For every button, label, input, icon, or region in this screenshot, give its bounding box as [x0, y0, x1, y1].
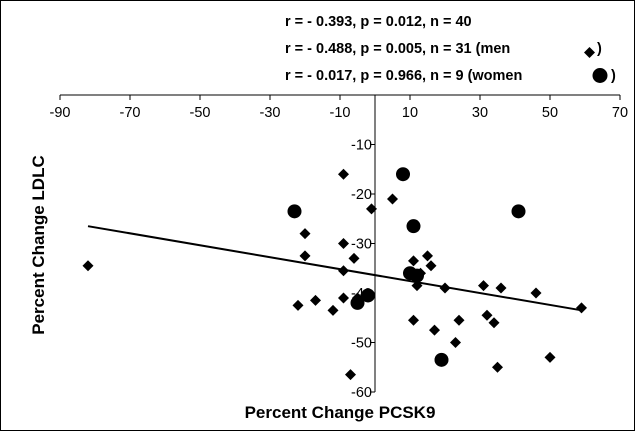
- men-point: [481, 309, 493, 321]
- men-point: [425, 260, 437, 272]
- regression-line: [87, 225, 582, 312]
- y-axis-title: Percent Change LDLC: [29, 155, 48, 334]
- men-point: [576, 302, 587, 314]
- x-axis-title: Percent Change PCSK9: [245, 403, 436, 422]
- stat-line-men: r = - 0.488, p = 0.005, n = 31 (men: [285, 41, 510, 57]
- y-tick-label: -10: [351, 138, 372, 154]
- women-point: [287, 204, 302, 219]
- men-point: [453, 314, 465, 326]
- men-point: [544, 351, 556, 363]
- men-point: [299, 228, 311, 240]
- men-point: [411, 280, 423, 292]
- stat-line-all: r = - 0.393, p = 0.012, n = 40: [285, 14, 472, 30]
- men-point: [292, 299, 304, 311]
- men-point: [408, 314, 419, 326]
- x-tick-label: -70: [120, 105, 141, 121]
- men-point: [429, 324, 440, 336]
- x-tick-label: -50: [190, 105, 211, 121]
- men-point: [488, 317, 500, 329]
- stat-line-women: r = - 0.017, p = 0.966, n = 9 (women: [285, 68, 522, 84]
- legend-circle-icon: [592, 68, 608, 83]
- men-point: [408, 255, 419, 267]
- x-tick-label: -30: [260, 105, 281, 121]
- men-point: [478, 280, 489, 292]
- stat-line-women-close: ): [611, 68, 616, 84]
- x-tick-label: 70: [612, 105, 628, 121]
- men-point: [422, 250, 433, 262]
- y-tick-label: -60: [351, 385, 372, 401]
- women-point: [434, 352, 449, 367]
- men-point: [387, 193, 398, 205]
- women-point: [406, 219, 421, 234]
- women-point: [511, 204, 526, 219]
- women-point: [396, 167, 410, 182]
- women-point: [361, 288, 375, 303]
- x-tick-label: -90: [50, 105, 71, 121]
- men-point: [450, 337, 461, 348]
- men-point: [495, 282, 507, 294]
- men-point: [338, 238, 349, 249]
- men-point: [338, 168, 349, 180]
- men-point: [366, 203, 377, 215]
- stat-line-men-close: ): [597, 41, 602, 57]
- x-tick-group: -90 -70 -50 -30 -10 10 30 50 70: [50, 95, 628, 121]
- y-tick-label: -30: [351, 237, 372, 253]
- men-point: [439, 282, 451, 294]
- men-point: [338, 292, 349, 304]
- men-point: [492, 361, 503, 373]
- x-tick-label: 30: [472, 105, 488, 121]
- y-tick-group: -10-20-30-40-50-60: [351, 138, 375, 401]
- men-point: [299, 250, 311, 262]
- women-point: [350, 295, 365, 310]
- x-tick-label: 50: [542, 105, 558, 121]
- y-tick-label: -50: [351, 336, 372, 352]
- y-tick-label: -20: [351, 187, 372, 203]
- men-point: [345, 369, 356, 381]
- men-point: [82, 260, 94, 272]
- x-tick-label: 10: [402, 105, 418, 121]
- men-point: [338, 265, 349, 277]
- legend-diamond-icon: [584, 47, 595, 58]
- men-point: [327, 304, 339, 316]
- x-tick-label: -10: [330, 105, 351, 121]
- women-point: [410, 268, 424, 283]
- men-point: [348, 252, 360, 264]
- men-point: [310, 294, 321, 306]
- fit-line-group: [87, 225, 582, 312]
- men-point: [530, 287, 542, 299]
- data-points: [82, 167, 587, 381]
